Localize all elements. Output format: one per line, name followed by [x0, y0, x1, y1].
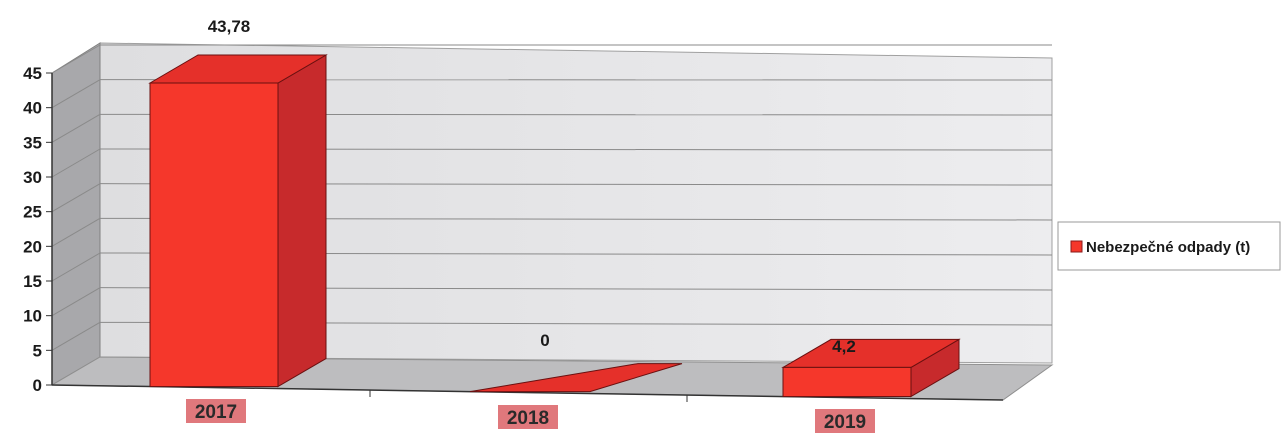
legend-swatch: [1071, 241, 1082, 252]
y-tick-label: 0: [33, 376, 42, 395]
bar: [150, 83, 278, 387]
y-tick-label: 25: [23, 203, 42, 222]
data-label: 0: [540, 331, 549, 350]
bar: [783, 367, 911, 396]
y-tick-label: 35: [23, 133, 42, 152]
data-label: 4,2: [832, 337, 856, 356]
data-label: 43,78: [208, 17, 251, 36]
y-tick-label: 30: [23, 168, 42, 187]
y-tick-label: 40: [23, 99, 42, 118]
category-label: 2019: [824, 412, 866, 433]
legend: Nebezpečné odpady (t): [1058, 222, 1280, 270]
bar-side: [278, 55, 326, 387]
category-label: 2017: [195, 402, 237, 423]
y-tick-label: 45: [23, 64, 42, 83]
legend-label: Nebezpečné odpady (t): [1086, 239, 1250, 256]
y-tick-label: 5: [33, 341, 42, 360]
side-wall: [52, 43, 100, 385]
y-tick-label: 10: [23, 307, 42, 326]
category-label: 2018: [507, 408, 549, 429]
y-tick-label: 20: [23, 237, 42, 256]
y-tick-label: 15: [23, 272, 42, 291]
